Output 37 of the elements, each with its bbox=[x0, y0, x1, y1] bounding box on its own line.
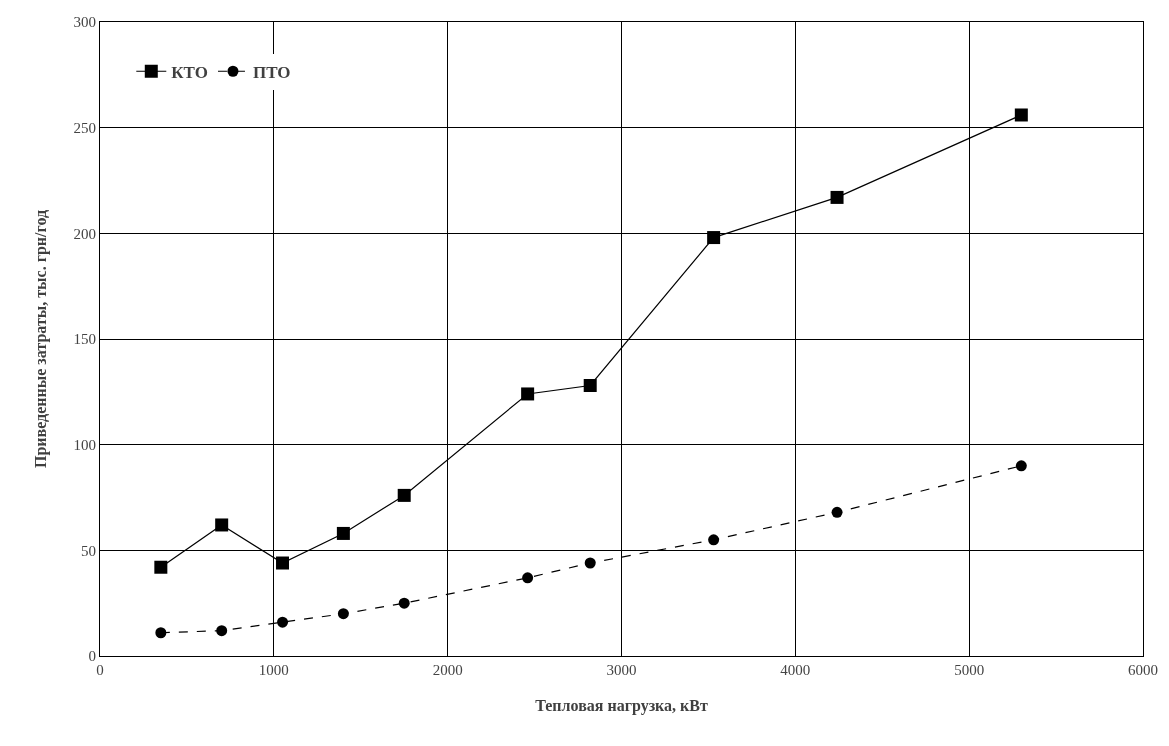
point bbox=[277, 616, 289, 628]
y-axis-title: Приведенные затраты, тыс. грн/год bbox=[32, 209, 51, 469]
legend-label: ПТО bbox=[252, 62, 291, 82]
y-tick-label: 200 bbox=[73, 225, 96, 242]
point bbox=[1014, 108, 1028, 122]
y-tick-label: 0 bbox=[88, 648, 96, 665]
point bbox=[154, 560, 168, 574]
point bbox=[583, 378, 597, 392]
point bbox=[155, 627, 167, 639]
point bbox=[521, 387, 535, 401]
point bbox=[216, 625, 228, 637]
x-tick-label: 4000 bbox=[780, 662, 811, 678]
x-tick-label: 6000 bbox=[1128, 662, 1158, 678]
x-tick-label: 1000 bbox=[258, 662, 289, 678]
point bbox=[708, 534, 720, 546]
point bbox=[584, 557, 596, 569]
y-tick-label: 300 bbox=[73, 14, 96, 31]
point bbox=[1015, 460, 1027, 472]
x-tick-label: 3000 bbox=[606, 662, 637, 678]
y-tick-label: 150 bbox=[73, 331, 96, 348]
point bbox=[276, 556, 290, 570]
point bbox=[397, 488, 411, 502]
point bbox=[398, 597, 410, 609]
x-tick-label: 5000 bbox=[954, 662, 985, 678]
point bbox=[336, 526, 350, 540]
point bbox=[830, 190, 844, 204]
point bbox=[831, 506, 843, 518]
y-tick-label: 50 bbox=[81, 542, 96, 559]
point bbox=[215, 518, 229, 532]
legend-label: КТО bbox=[171, 62, 208, 82]
point bbox=[522, 572, 534, 584]
x-axis-title: Тепловая нагрузка, кВт bbox=[535, 696, 708, 715]
point bbox=[337, 608, 349, 620]
y-tick-label: 250 bbox=[73, 119, 96, 136]
point bbox=[707, 231, 721, 245]
x-tick-label: 2000 bbox=[432, 662, 463, 678]
y-tick-label: 100 bbox=[73, 436, 96, 453]
